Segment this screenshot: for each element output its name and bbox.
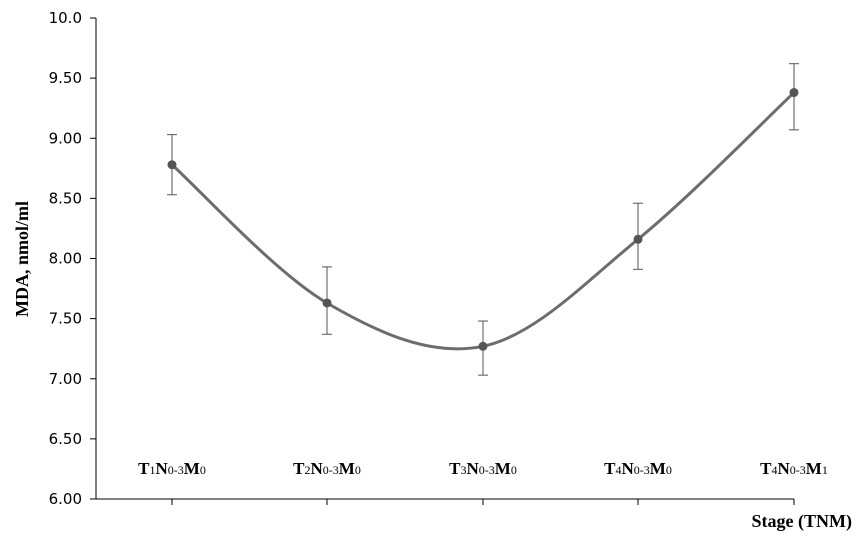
y-tick-label: 9.00 [49, 129, 82, 147]
x-category-label: T4N0-3M1 [760, 459, 828, 478]
y-tick-label: 7.50 [49, 310, 82, 328]
x-category-label: T4N0-3M0 [604, 459, 672, 478]
x-axis-title: Stage (TNM) [752, 511, 852, 532]
x-category-label: T3N0-3M0 [449, 459, 517, 478]
y-tick-label: 10.0 [49, 9, 82, 27]
data-point [167, 160, 177, 170]
x-axis [96, 498, 795, 505]
x-category-label: T2N0-3M0 [293, 459, 361, 478]
y-axis-title: MDA, nmol/ml [12, 201, 32, 317]
x-category-label: T1N0-3M0 [138, 459, 206, 478]
data-points [167, 88, 799, 351]
error-bars [167, 63, 799, 376]
series-curve [170, 91, 796, 351]
y-tick-label: 6.50 [49, 430, 82, 448]
y-tick-label: 7.00 [49, 370, 82, 388]
y-axis: 6.00 6.50 7.00 7.50 8.00 8.50 9.00 9.50 10.0 [49, 9, 97, 508]
y-tick-label: 8.00 [49, 250, 82, 268]
data-point [633, 234, 643, 244]
series-line [170, 91, 796, 351]
data-point [478, 341, 488, 351]
data-point [789, 88, 799, 98]
x-category-labels: T1N0-3M0 T2N0-3M0 T3N0-3M0 T4N0-3M0 T4N0-3M1 [138, 459, 828, 478]
y-tick-label: 6.00 [49, 490, 82, 508]
y-tick-label: 8.50 [49, 189, 82, 207]
data-point [322, 298, 332, 308]
y-tick-label: 9.50 [49, 69, 82, 87]
